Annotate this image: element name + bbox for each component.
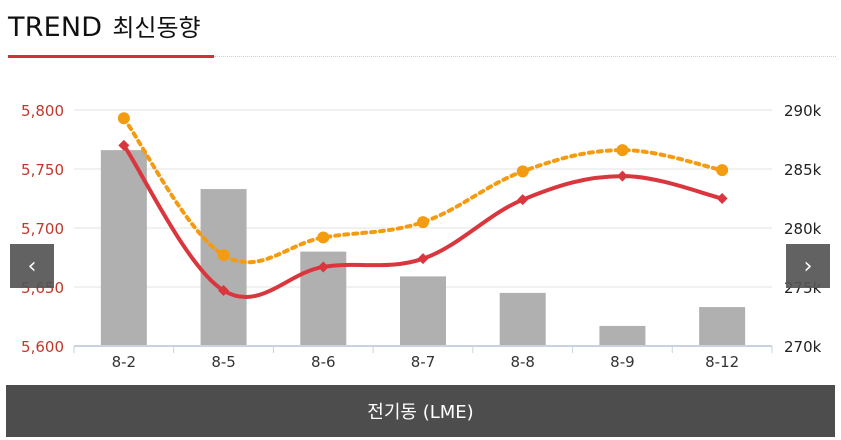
x-axis-layer: 8-2 8-5 8-6 8-7 8-8 8-9 8-12 — [73, 345, 773, 371]
right-axis-tick-label: 290k — [784, 102, 822, 120]
dotted-series-point — [217, 249, 230, 262]
dotted-series-point — [616, 144, 629, 157]
line-series-point — [118, 139, 130, 151]
right-axis-tick-label: 280k — [784, 220, 822, 238]
bar — [599, 325, 646, 346]
left-axis-tick-label: 5,700 — [21, 220, 64, 238]
page-title: TREND — [8, 12, 103, 43]
prev-button[interactable]: ‹ — [10, 244, 54, 288]
x-axis-tick-label: 8-2 — [112, 353, 137, 371]
line-series-point — [517, 194, 529, 206]
line-series-point — [417, 253, 429, 265]
x-axis-tick-label: 8-5 — [211, 353, 236, 371]
x-axis-tick-label: 8-7 — [411, 353, 436, 371]
bars-layer — [100, 150, 746, 346]
right-axis-tick-label: 270k — [784, 338, 822, 356]
grid-layer — [74, 109, 772, 288]
title-underline — [8, 55, 214, 58]
line-series-point — [317, 261, 329, 273]
chevron-left-icon: ‹ — [27, 253, 37, 279]
footer-bar: 전기동 (LME) — [6, 385, 835, 437]
next-button[interactable]: › — [786, 244, 830, 288]
dotted-series-point — [117, 112, 130, 125]
bar — [400, 276, 446, 346]
dotted-series-point — [516, 165, 529, 178]
lines-layer — [117, 112, 729, 299]
left-axis-tick-label: 5,750 — [21, 161, 64, 179]
footer-label: 전기동 (LME) — [367, 402, 474, 423]
x-axis-tick-label: 8-8 — [510, 353, 535, 371]
line-series-point — [716, 193, 728, 204]
bar — [499, 292, 546, 346]
header-divider — [214, 56, 836, 57]
bar — [200, 189, 247, 346]
line-series-point — [218, 285, 230, 297]
title-group: TREND 최신동향 — [8, 8, 201, 43]
x-axis-tick-label: 8-6 — [311, 353, 336, 371]
page-subtitle: 최신동향 — [112, 14, 201, 42]
line-series-point — [616, 170, 628, 182]
x-axis-tick-label: 8-12 — [705, 353, 739, 371]
bar — [100, 150, 147, 346]
bar — [699, 307, 746, 346]
dotted-series-point — [716, 164, 729, 177]
left-axis-tick-label: 5,800 — [21, 102, 64, 120]
dotted-series-point — [317, 231, 330, 244]
right-axis-tick-label: 285k — [784, 161, 822, 179]
dotted-series-point — [417, 216, 429, 229]
x-axis-tick-label: 8-9 — [610, 353, 635, 371]
chevron-right-icon: › — [803, 253, 813, 279]
dotted-line-series — [121, 116, 725, 265]
left-axis-tick-label: 5,600 — [21, 338, 64, 356]
